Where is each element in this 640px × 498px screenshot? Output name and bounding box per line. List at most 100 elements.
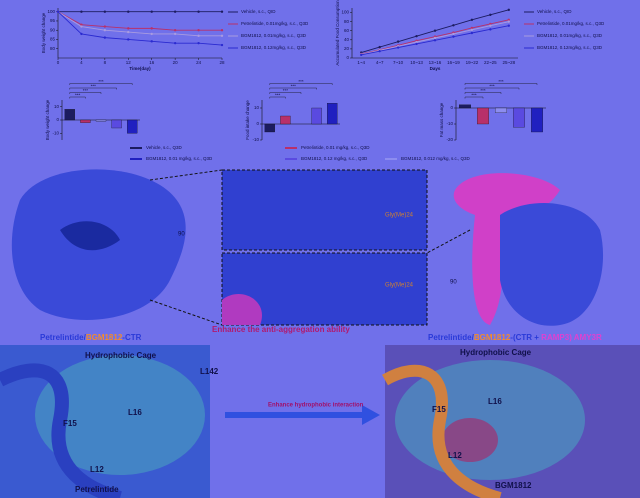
title-part: RAMP3	[541, 333, 570, 342]
title-part: ) AMY3R	[569, 333, 602, 342]
x-tick-label: 4~7	[376, 60, 384, 65]
significance-bracket	[269, 83, 333, 85]
point	[173, 29, 177, 32]
title-part: -CTR	[122, 333, 141, 342]
significance-label: ***	[83, 88, 89, 93]
bar	[111, 119, 122, 129]
significance-label: ***	[498, 79, 504, 84]
panel-title: Petrelintide/BGM1812-CTR	[40, 333, 142, 342]
point	[80, 10, 83, 13]
significance-label: ***	[275, 93, 281, 98]
point	[452, 35, 455, 38]
x-tick-label: 25~28	[502, 60, 515, 65]
point	[433, 29, 437, 32]
x-tick-label: 4	[80, 60, 83, 65]
point	[220, 43, 224, 47]
panel-title: Petrelintide/BGM1812-(CTR + RAMP3) AMY3R	[428, 333, 602, 342]
y-tick-label: 80	[344, 19, 350, 24]
residue-label: L16	[128, 408, 142, 417]
cage-label: Hydrophobic Cage	[85, 351, 157, 360]
title-part: BGM1812	[474, 333, 511, 342]
point	[103, 36, 107, 39]
residue-label: F15	[63, 419, 77, 428]
significance-bracket	[69, 96, 86, 99]
title-part: /	[84, 333, 87, 342]
bar	[327, 103, 338, 125]
y-tick-label: 95	[50, 18, 56, 23]
x-tick-label: 22~25	[484, 60, 497, 65]
bar	[311, 107, 322, 125]
zoom-box	[221, 169, 428, 251]
significance-bracket	[69, 87, 117, 90]
significance-bracket	[464, 92, 502, 94]
panel-caption: Enhance the anti-aggregation ability	[212, 325, 350, 334]
point	[197, 34, 200, 37]
point	[56, 10, 60, 13]
y-tick-label: 0	[450, 105, 453, 110]
significance-label: ***	[489, 84, 495, 89]
zoom-line	[149, 169, 223, 181]
x-axis-label: Time(day)	[129, 66, 151, 71]
y-tick-label: 80	[50, 46, 56, 51]
significance-bracket	[464, 87, 520, 90]
point	[150, 32, 153, 36]
point	[220, 34, 224, 37]
ramp-surface	[222, 294, 262, 325]
legend-label: BGM1812, 0.01 mg/kg, s.c., Q3D	[146, 156, 213, 161]
title-part: Petrelintide	[40, 333, 84, 342]
point	[103, 29, 107, 32]
residue-label: Gly(Me)24	[385, 213, 414, 219]
y-tick-label: 85	[50, 37, 56, 42]
helix	[382, 364, 502, 498]
point	[150, 10, 153, 13]
point	[127, 30, 130, 34]
point	[415, 34, 418, 38]
point	[80, 32, 83, 36]
series-line	[57, 11, 222, 31]
point	[360, 53, 363, 57]
x-tick-label: 7~10	[393, 60, 404, 65]
bar	[127, 119, 138, 134]
x-axis-label: Days	[430, 66, 441, 71]
significance-bracket	[269, 92, 302, 94]
detail-panel: Enhance hydrophobic interaction Hydropho…	[0, 345, 640, 498]
bar	[531, 107, 543, 133]
point	[173, 32, 177, 36]
x-tick-label: 24	[196, 60, 202, 65]
structure-panel: Gly(Me)24 Gly(Me)24 90 90 Petrelintide/B…	[11, 169, 604, 342]
legend-label: BGM1812, 0.01mg/kg, s.c., Q3D	[241, 33, 307, 38]
x-tick-label: 8	[104, 60, 107, 65]
significance-bracket	[269, 96, 286, 99]
legend-label: Vehicle, s.c., QID	[241, 9, 276, 14]
rotation-label: 90	[450, 280, 457, 286]
x-tick-label: 12	[126, 60, 132, 65]
bar	[64, 109, 75, 121]
point	[433, 36, 437, 40]
cage-label: Hydrophobic Cage	[460, 348, 532, 357]
y-tick-label: 20	[344, 46, 350, 51]
x-tick-label: 1~4	[357, 60, 365, 65]
point	[220, 29, 224, 32]
rotation-label: 90	[178, 232, 185, 238]
legend-label: Petrelintide, 0.01mg/kg, s.c., Q3D	[537, 21, 605, 26]
protein-surface	[500, 203, 604, 326]
significance-label: ***	[98, 79, 104, 84]
y-tick-label: 0	[56, 117, 59, 122]
point	[127, 27, 130, 30]
point	[220, 10, 224, 13]
x-tick-label: 16	[149, 60, 155, 65]
y-tick-label: 10	[54, 104, 60, 109]
point	[489, 28, 492, 31]
legend-label: Vehicle, s.c., QID	[537, 9, 572, 14]
point	[470, 18, 474, 22]
point	[103, 10, 107, 13]
point	[80, 25, 83, 28]
point	[470, 28, 474, 32]
point	[470, 26, 474, 30]
bar	[459, 104, 471, 109]
title-part: /	[472, 333, 475, 342]
helix	[0, 363, 122, 498]
y-axis-label: Accumulated Food Consumption	[335, 0, 340, 66]
legend-label: Petrelintide, 0.01mg/kg, s.c., Q3D	[241, 21, 309, 26]
zoom-line	[149, 299, 223, 326]
